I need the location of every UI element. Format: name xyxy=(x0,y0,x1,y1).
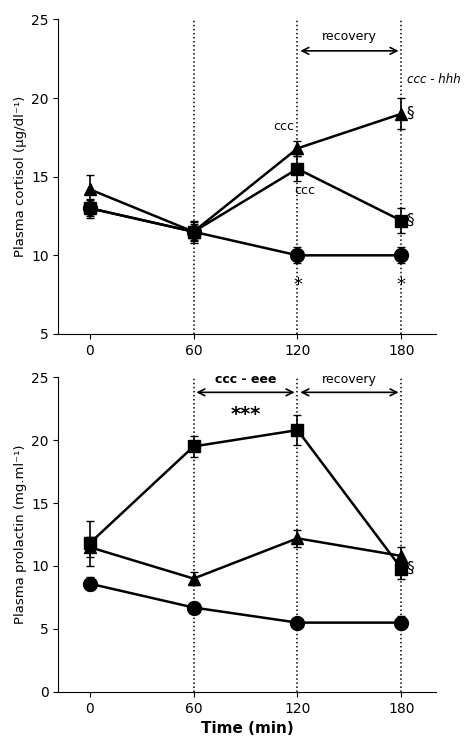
Text: ccc: ccc xyxy=(273,120,294,133)
Y-axis label: Plasma cortisol (µg/dl⁻¹): Plasma cortisol (µg/dl⁻¹) xyxy=(14,96,27,257)
Text: ccc: ccc xyxy=(294,184,315,197)
Y-axis label: Plasma prolactin (mg.ml⁻¹): Plasma prolactin (mg.ml⁻¹) xyxy=(14,445,27,624)
Text: ccc - eee: ccc - eee xyxy=(215,373,276,386)
X-axis label: Time (min): Time (min) xyxy=(201,721,294,736)
Text: recovery: recovery xyxy=(322,30,377,43)
Text: ***: *** xyxy=(230,406,261,424)
Text: *: * xyxy=(293,276,302,294)
Text: §: § xyxy=(407,106,414,122)
Text: ccc - hhh: ccc - hhh xyxy=(407,73,460,86)
Text: §: § xyxy=(407,561,414,576)
Text: recovery: recovery xyxy=(322,373,377,386)
Text: *: * xyxy=(397,276,406,294)
Text: §: § xyxy=(407,213,414,228)
